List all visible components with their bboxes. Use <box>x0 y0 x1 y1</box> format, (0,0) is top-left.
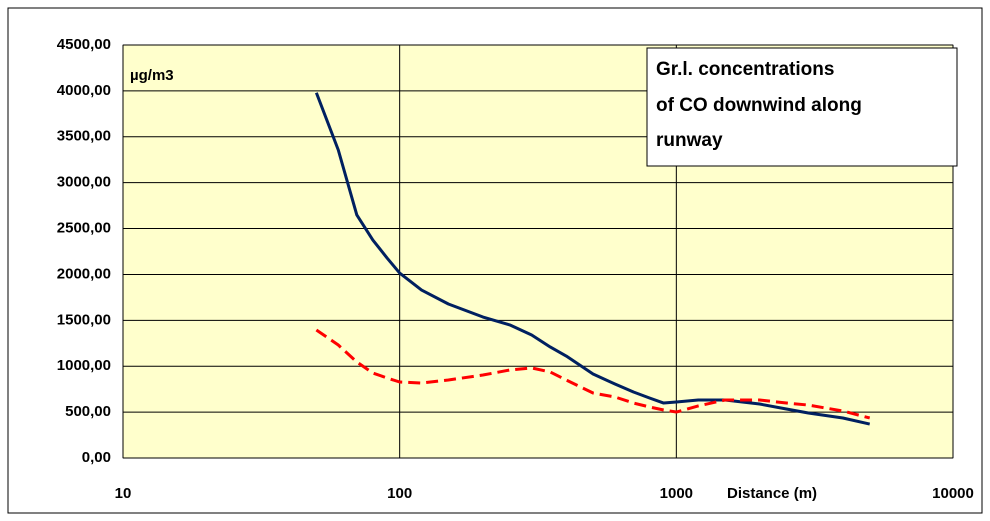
y-tick-label: 0,00 <box>82 449 111 466</box>
y-tick-label: 4500,00 <box>57 36 111 53</box>
y-tick-label: 1500,00 <box>57 311 111 328</box>
x-tick-label: 100 <box>387 485 412 502</box>
chart-title: of CO downwind along <box>656 95 862 116</box>
y-tick-label: 3500,00 <box>57 128 111 145</box>
x-tick-label: 10 <box>115 485 132 502</box>
y-tick-label: 500,00 <box>65 403 111 420</box>
x-tick-label: 1000 <box>660 485 693 502</box>
x-tick-label: 10000 <box>932 485 974 502</box>
title-box <box>646 47 958 167</box>
y-axis-label: µg/m3 <box>130 67 174 84</box>
x-axis-label: Distance (m) <box>727 485 817 502</box>
y-tick-label: 4000,00 <box>57 82 111 99</box>
chart-title: Gr.l. concentrations <box>656 59 834 80</box>
y-tick-label: 1000,00 <box>57 357 111 374</box>
y-tick-label: 2000,00 <box>57 265 111 282</box>
line-series <box>314 92 871 426</box>
y-tick-label: 3000,00 <box>57 174 111 191</box>
chart-title: runway <box>656 130 723 151</box>
y-tick-label: 2500,00 <box>57 220 111 237</box>
